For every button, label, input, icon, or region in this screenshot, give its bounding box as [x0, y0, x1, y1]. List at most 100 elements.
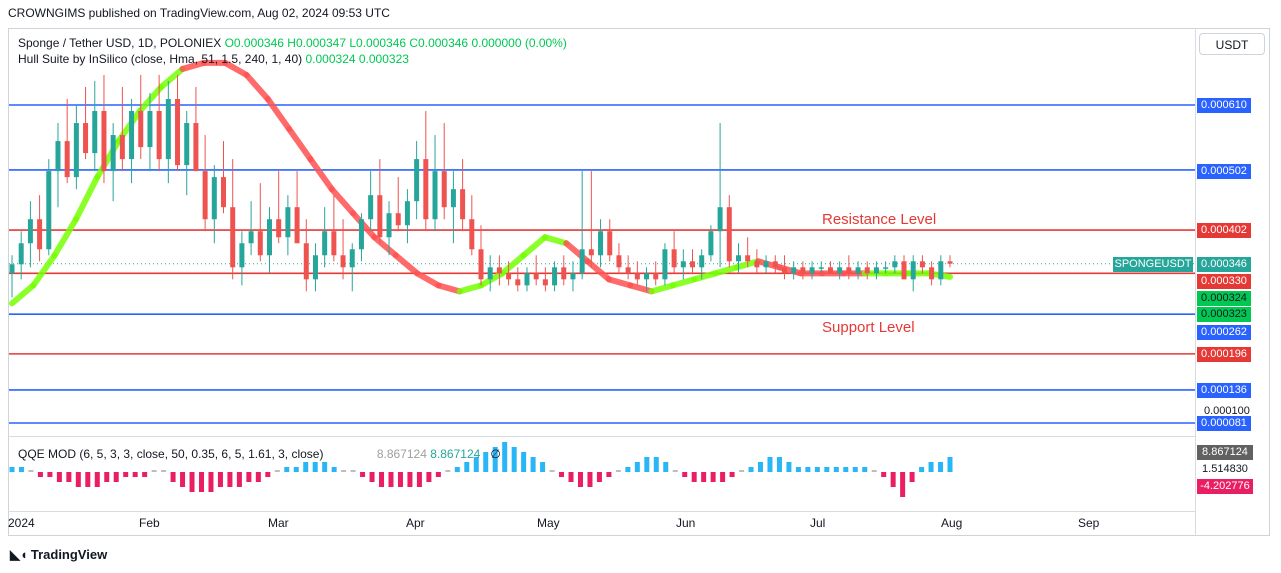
candle-body: [312, 255, 318, 280]
hull-segment: [541, 234, 570, 247]
qqe-bar: [208, 472, 214, 492]
qqe-bar: [123, 472, 129, 477]
qqe-bar: [511, 447, 517, 472]
qqe-bar: [303, 462, 309, 472]
tradingview-logo-icon: ◣◖: [10, 547, 28, 562]
candle-body: [129, 111, 135, 160]
tradingview-brand: TradingView: [30, 547, 108, 562]
qqe-bar: [341, 470, 347, 472]
candle-body: [119, 135, 125, 160]
candle-body: [221, 177, 227, 208]
qqe-bar: [492, 447, 498, 472]
candle-body: [18, 243, 24, 265]
candle-body: [358, 219, 364, 250]
qqe-bar: [521, 452, 527, 472]
price-axis-divider: [1195, 28, 1196, 536]
qqe-empty-symbol-icon: ∅: [490, 447, 501, 461]
candle-body: [588, 249, 594, 256]
candle-body: [496, 267, 502, 274]
x-tick-sep: Sep: [1078, 516, 1100, 530]
hull-segment: [520, 234, 548, 259]
candle-body: [754, 261, 760, 268]
candle-body: [827, 267, 833, 274]
candle-body: [101, 111, 107, 172]
support-level-label: Support Level: [822, 319, 915, 336]
candle-body: [423, 159, 429, 220]
qqe-bar: [189, 472, 195, 492]
candle-body: [211, 177, 217, 220]
qqe-bar: [454, 467, 460, 472]
qqe-bar: [615, 470, 621, 472]
level-lines: [9, 104, 1195, 424]
hull-tag-0000323: 0.000323: [1197, 307, 1251, 322]
qqe-bar: [549, 470, 555, 472]
candle-body: [386, 213, 392, 238]
candle-body: [625, 267, 631, 274]
qqe-bar: [701, 472, 707, 482]
qqe-bar: [47, 472, 53, 477]
candle-body: [294, 207, 300, 244]
hull-segment: [712, 264, 740, 277]
qqe-bar: [66, 472, 72, 482]
qqe-bar: [236, 472, 242, 487]
candle-body: [929, 267, 935, 280]
price-tag-0000330: 0.000330: [1197, 274, 1251, 289]
qqe-bar: [284, 467, 290, 472]
qqe-bar: [606, 472, 612, 477]
candle-body: [726, 207, 732, 262]
candle-body: [138, 111, 144, 148]
candle-body: [938, 261, 944, 280]
chart-legend[interactable]: Sponge / Tether USD, 1D, POLONIEX O0.000…: [18, 35, 567, 67]
hull-segment: [328, 186, 357, 217]
hull-indicator-label[interactable]: Hull Suite by InSilico (close, Hma, 51, …: [18, 52, 303, 66]
qqe-bar: [198, 472, 204, 492]
candle-body: [239, 243, 245, 268]
symbol-label[interactable]: Sponge / Tether USD, 1D, POLONIEX: [18, 36, 222, 50]
candle-body: [763, 261, 769, 268]
price-tag-0000610: 0.000610: [1197, 98, 1251, 113]
candle-body: [110, 135, 116, 172]
qqe-bar: [833, 467, 839, 472]
qqe-bar: [748, 467, 754, 472]
tradingview-logo[interactable]: ◣◖ TradingView: [10, 547, 107, 563]
qqe-value-grey: 8.867124: [376, 447, 427, 461]
candle-body: [644, 273, 650, 280]
price-tag-0000502: 0.000502: [1197, 164, 1251, 179]
qqe-bar: [379, 472, 385, 487]
hull-segment: [627, 282, 655, 295]
qqe-bar: [862, 467, 868, 472]
chart-frame: [8, 28, 1270, 536]
qqe-legend[interactable]: QQE MOD (6, 5, 3, 3, close, 50, 0.35, 6,…: [18, 447, 501, 461]
hull-segment: [392, 252, 421, 277]
candle-body: [561, 267, 567, 280]
candle-body: [892, 261, 898, 268]
candle-body: [441, 171, 447, 208]
candle-body: [598, 231, 604, 256]
indicator-pane-divider[interactable]: [8, 436, 1195, 437]
qqe-bar: [113, 472, 119, 482]
candle-body: [772, 261, 778, 268]
qqe-bar: [881, 472, 887, 477]
candle-body: [791, 267, 797, 274]
qqe-bar: [312, 462, 318, 472]
qqe-bar: [350, 470, 356, 472]
qqe-bar: [85, 472, 91, 487]
currency-selector-button[interactable]: USDT: [1199, 33, 1265, 55]
candle-body: [515, 279, 521, 286]
qqe-histogram: [9, 442, 953, 497]
qqe-label[interactable]: QQE MOD (6, 5, 3, 3, close, 50, 0.35, 6,…: [18, 447, 324, 461]
hull-segment: [158, 65, 186, 90]
qqe-bar: [919, 467, 925, 472]
qqe-bar: [890, 472, 896, 487]
qqe-bar: [246, 472, 252, 482]
qqe-bar: [407, 472, 413, 487]
qqe-bar: [786, 462, 792, 472]
hull-segment: [414, 270, 442, 289]
qqe-bar: [445, 470, 451, 472]
hull-segment: [669, 276, 698, 289]
candle-body: [193, 123, 199, 172]
qqe-bar: [388, 472, 394, 487]
x-tick-apr: Apr: [406, 516, 425, 530]
qqe-bar: [369, 472, 375, 482]
